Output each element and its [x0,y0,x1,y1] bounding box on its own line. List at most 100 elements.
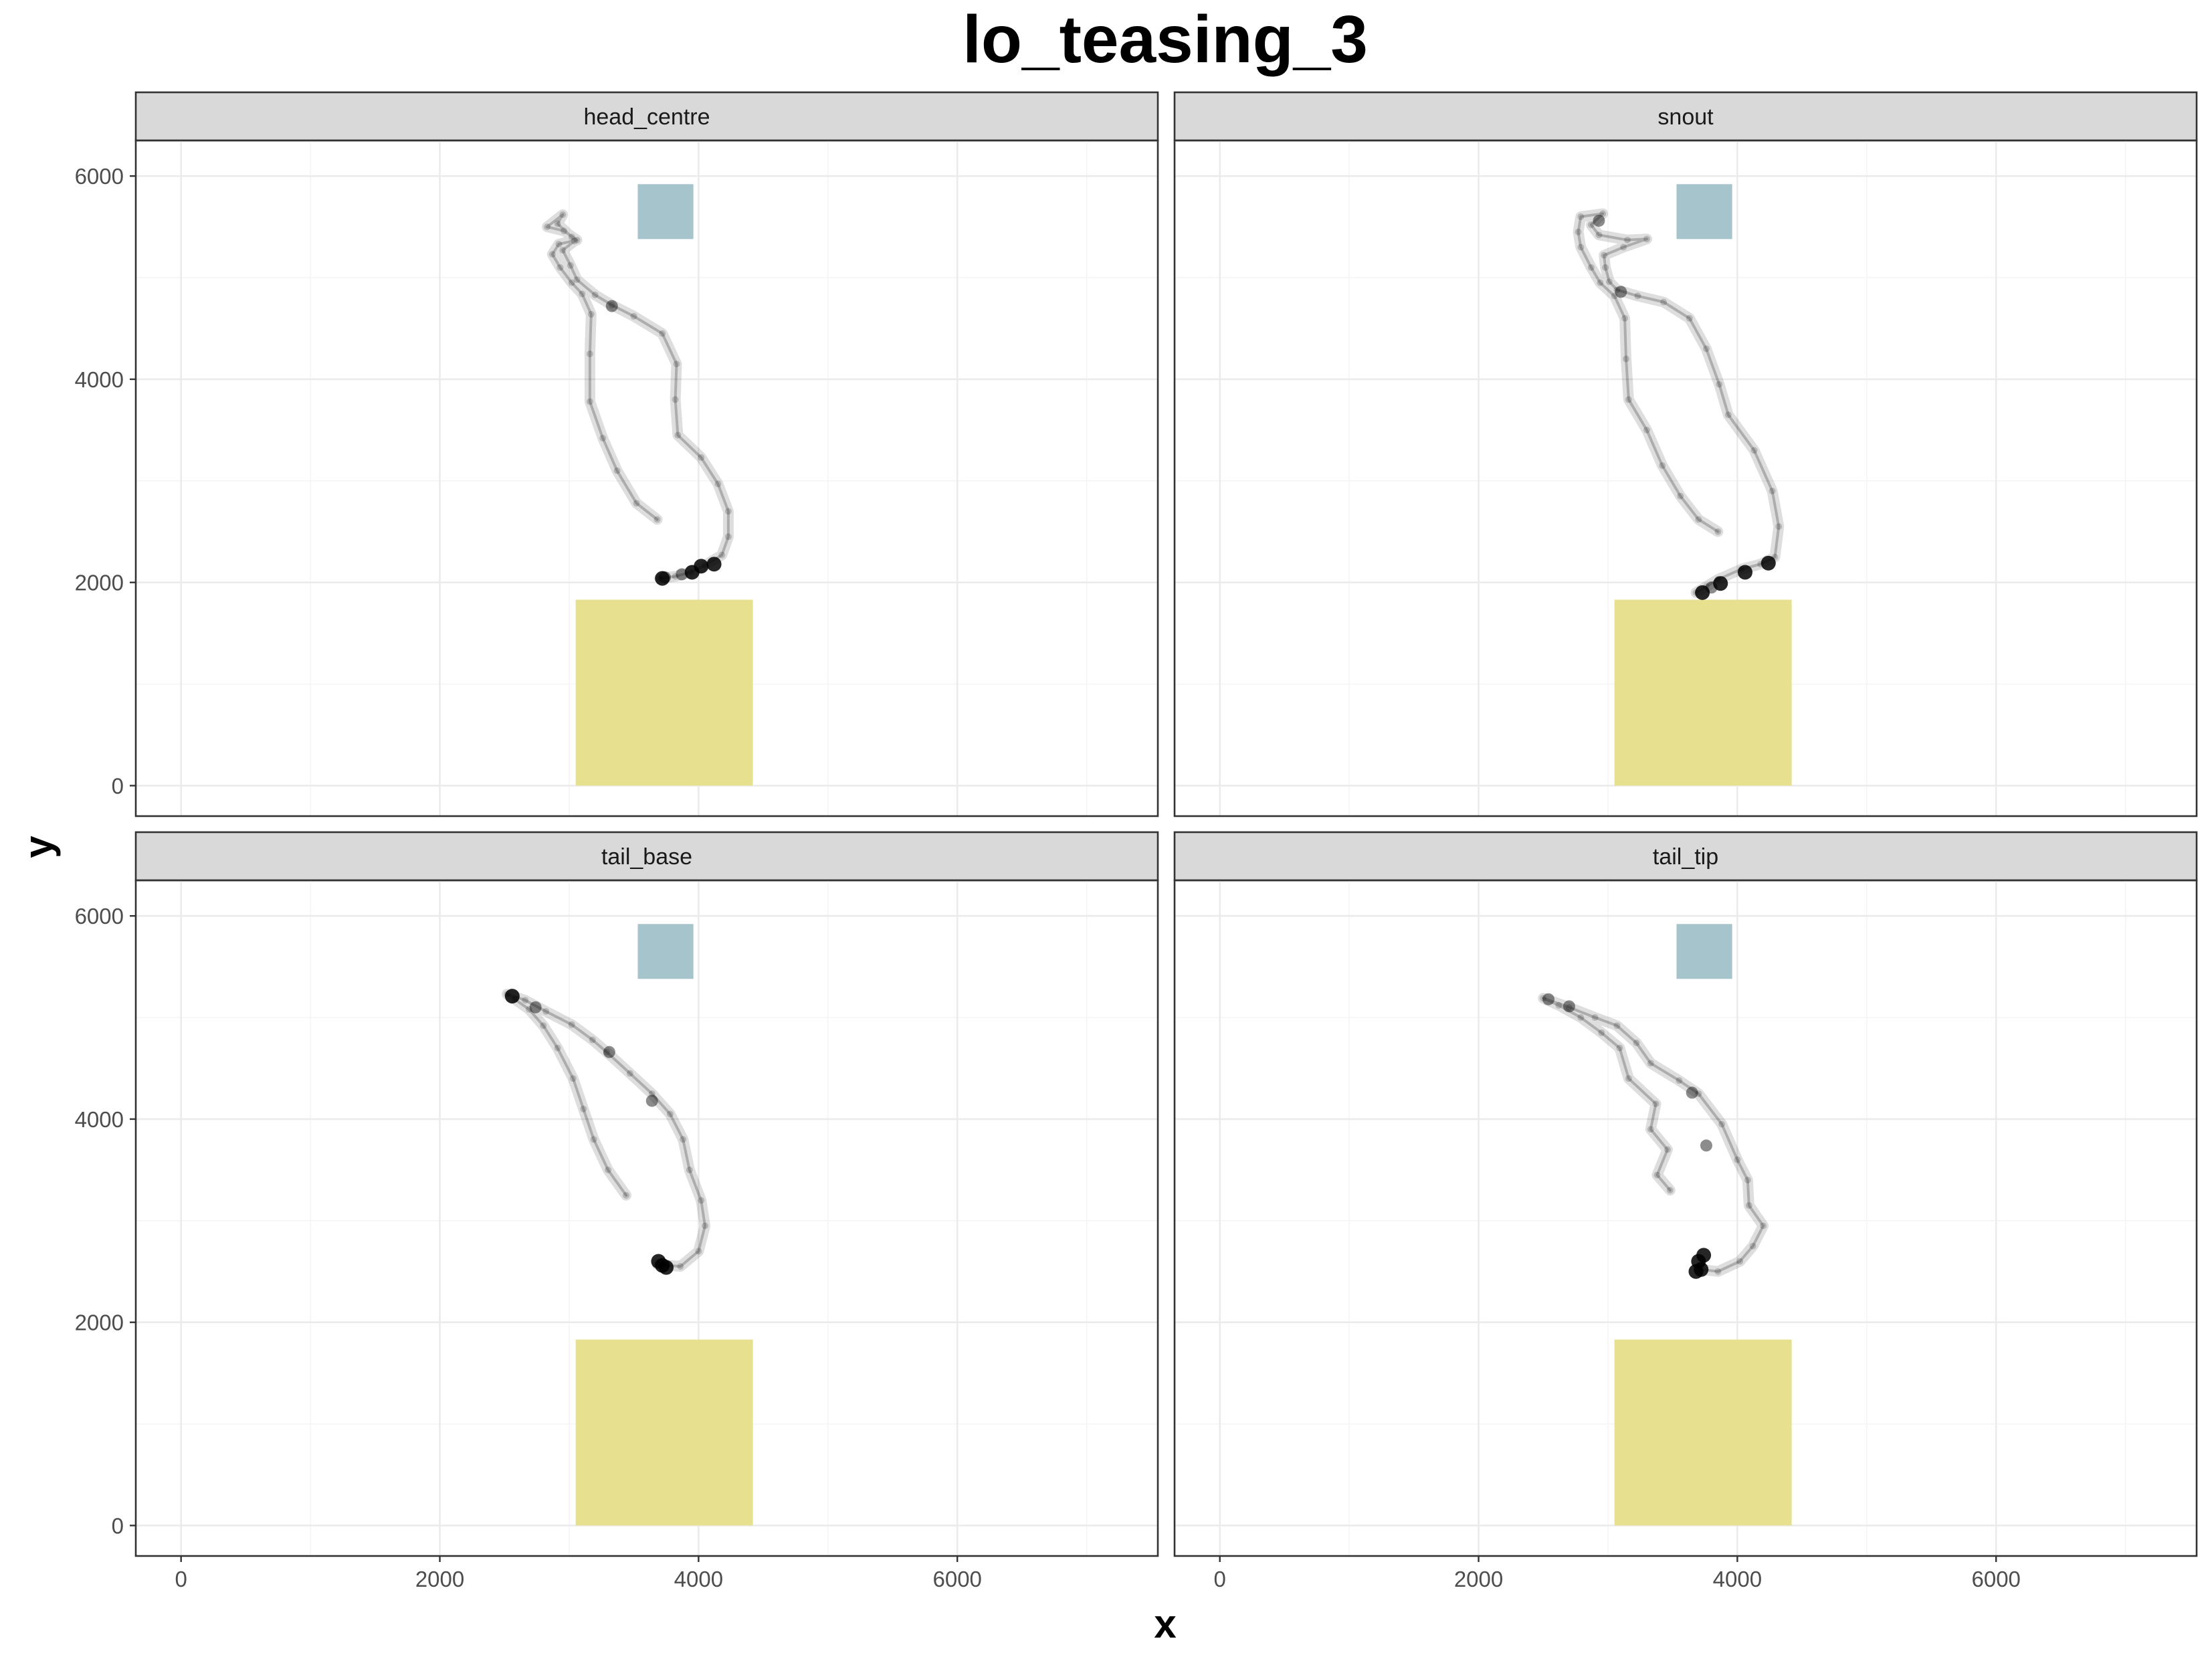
y-tick-label: 4000 [75,1107,124,1132]
track-point [623,1191,630,1199]
track-point [573,276,581,284]
panel-tail-tip: tail_tip 0 2000 4000 6000 [1173,831,2198,1591]
track-point [1702,345,1710,353]
track-point [561,227,568,235]
track-point [1664,1146,1671,1153]
bottom-zone [1614,599,1792,786]
track-point [630,312,637,320]
y-tick-label: 6000 [75,164,124,189]
track-halo [502,989,710,1272]
track-point [1634,292,1641,300]
x-tick-label: 4000 [1713,1567,1762,1591]
panel-border [1173,139,2198,817]
track-point [1601,252,1608,259]
track-point [1745,1202,1752,1209]
track-point [554,1044,561,1052]
track-point [648,1090,656,1097]
dense-point [504,989,520,1004]
track-point [587,310,595,318]
dense-point [529,1001,542,1013]
track-point [1620,243,1627,251]
x-tick-label: 0 [175,1567,187,1591]
track-point [1587,264,1595,271]
track-point [1625,396,1632,403]
dense-point [1761,555,1776,571]
x-axis-title: x [1154,1601,1176,1646]
facet-label: tail_base [601,844,692,870]
panel-snout: snout [1173,91,2198,817]
panels: head_centre 0 2000 4000 6000 snout tail_base 0 2… [75,91,2198,1591]
track-point [1677,492,1684,500]
dense-point [603,1046,615,1058]
dense-point [1695,585,1710,600]
track-point [540,1022,547,1030]
track-point [1714,1268,1722,1275]
track-point [573,236,581,243]
facet-label: tail_tip [1653,844,1718,870]
track-point [1647,1126,1654,1133]
dense-point [659,1260,674,1275]
dense-point [645,1094,658,1107]
panel-border [134,879,1159,1557]
track-point [1760,1222,1767,1230]
track-point [695,1248,702,1255]
track-point [666,1110,674,1118]
track-point [1613,1022,1621,1030]
x-tick-label: 6000 [1971,1567,2020,1591]
track-point [579,290,586,298]
track-point [1633,1040,1640,1047]
track-point [633,500,640,507]
track-point [677,1263,684,1270]
track-point [672,396,679,403]
track-halo [1538,993,1769,1277]
track-point [1714,528,1722,535]
dense-point [1542,993,1554,1005]
track-point [1686,314,1693,322]
track-point [568,233,575,241]
track-point [724,508,732,515]
track-point [1653,1171,1661,1179]
track-point [1577,1014,1585,1021]
dense-point [676,568,688,581]
dense-point [655,571,670,586]
track-point [555,240,563,248]
bottom-zone [575,599,753,786]
track-point [548,251,556,258]
track-point [586,398,593,405]
track-point [673,361,680,368]
top-zone [1676,184,1732,239]
track-point [724,533,732,541]
track-line [1577,212,1781,594]
track-point [1718,1120,1726,1128]
track-point [1775,523,1783,530]
top-zone [637,924,694,979]
track-point [525,1005,532,1013]
panel-head-centre: head_centre 0 2000 4000 6000 [75,91,1159,817]
track-point [1652,1100,1660,1108]
track-point [702,1222,709,1230]
track-point [1643,235,1650,243]
track-point [1611,292,1618,300]
track-point [603,1048,611,1056]
track-point [1623,355,1630,363]
track-point [1565,1003,1573,1011]
track-point [1625,1075,1632,1082]
track-point [1613,286,1621,294]
track-point [613,467,621,474]
track-point [674,431,682,439]
track-point [653,516,661,523]
track-point [567,262,574,269]
track-point [1575,228,1582,235]
track-point [1621,314,1629,322]
track-point [1599,210,1607,217]
track-point [557,264,564,271]
y-tick-label: 0 [112,1513,124,1538]
dense-point [706,557,722,572]
track-point [680,1136,687,1143]
track-point [1591,1014,1599,1021]
track-line [546,213,730,580]
track-point [698,1197,705,1204]
y-tick-label: 6000 [75,904,124,929]
track-point [1734,1156,1741,1163]
